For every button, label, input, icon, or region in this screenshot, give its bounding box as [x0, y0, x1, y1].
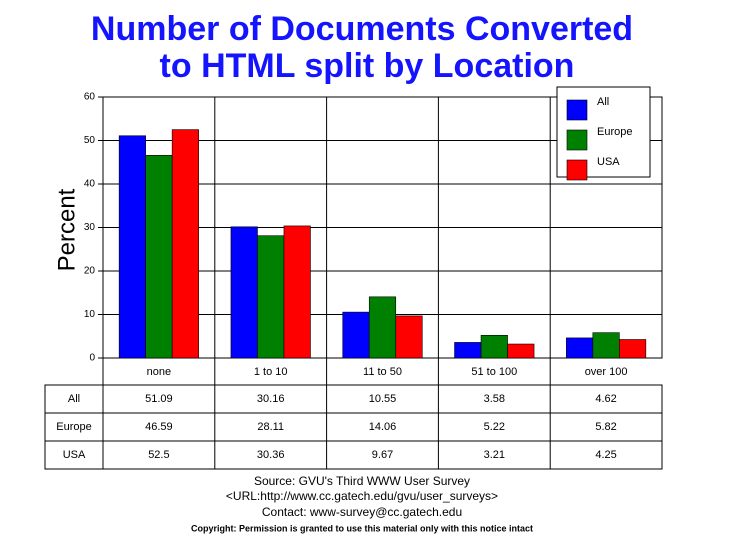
- x-tick-label: none: [147, 366, 171, 378]
- x-tick-label: 1 to 10: [254, 366, 288, 378]
- table-cell: 5.82: [595, 421, 616, 433]
- table-cell: 30.16: [257, 393, 285, 405]
- table-cell: 5.22: [484, 421, 505, 433]
- bar: [171, 129, 199, 359]
- bar: [507, 343, 535, 359]
- table-cell: 9.67: [372, 449, 393, 461]
- table-cell: 3.21: [484, 449, 505, 461]
- table-cell: 51.09: [145, 393, 173, 405]
- bar: [230, 226, 258, 359]
- table-cell: 46.59: [145, 421, 173, 433]
- y-tick-label: 0: [89, 353, 95, 364]
- table-cell: 4.62: [595, 393, 616, 405]
- y-tick-label: 50: [84, 135, 96, 146]
- footnote: Copyright: Permission is granted to use …: [191, 523, 533, 533]
- table-cell: 52.5: [148, 449, 169, 461]
- bar: [592, 332, 620, 359]
- bar: [566, 337, 594, 359]
- legend-label: USA: [597, 156, 620, 168]
- y-tick-label: 60: [84, 92, 96, 103]
- legend-label: Europe: [597, 126, 632, 138]
- bar: [368, 296, 397, 359]
- table-cell: 28.11: [257, 421, 284, 433]
- legend-label: All: [597, 96, 609, 108]
- legend-swatch: [566, 129, 588, 151]
- table-cell: 3.58: [484, 393, 505, 405]
- y-tick-label: 20: [84, 266, 96, 277]
- bar: [283, 225, 311, 359]
- y-tick-label: 30: [84, 222, 96, 233]
- table-row-label: USA: [63, 449, 86, 461]
- table-row-label: Europe: [56, 421, 91, 433]
- legend-swatch: [566, 159, 588, 181]
- x-tick-label: 11 to 50: [363, 366, 402, 378]
- bar: [454, 342, 482, 359]
- table-cell: 10.55: [369, 393, 397, 405]
- table-cell: 4.25: [595, 449, 616, 461]
- bar: [395, 315, 423, 359]
- footnote: <URL:http://www.cc.gatech.edu/gvu/user_s…: [226, 489, 498, 503]
- footnote: Contact: www-survey@cc.gatech.edu: [262, 505, 462, 519]
- bar: [480, 334, 508, 359]
- bar: [257, 235, 285, 359]
- table-cell: 14.06: [369, 421, 397, 433]
- y-tick-label: 10: [84, 309, 96, 320]
- x-tick-label: over 100: [585, 366, 628, 378]
- table-cell: 30.36: [257, 449, 285, 461]
- chart-title: Number of Documents Converted: [91, 10, 633, 48]
- table-frame: [44, 384, 663, 470]
- x-tick-label: 51 to 100: [471, 366, 517, 378]
- table-row-label: All: [68, 393, 80, 405]
- bar: [342, 311, 370, 359]
- y-axis-label: Percent: [53, 188, 80, 271]
- footnote: Source: GVU's Third WWW User Survey: [254, 474, 470, 488]
- chart-title: to HTML split by Location: [160, 47, 575, 85]
- bar: [619, 339, 647, 359]
- legend-swatch: [566, 99, 588, 121]
- bar: [145, 155, 173, 359]
- bar: [118, 135, 146, 359]
- y-tick-label: 40: [84, 179, 96, 190]
